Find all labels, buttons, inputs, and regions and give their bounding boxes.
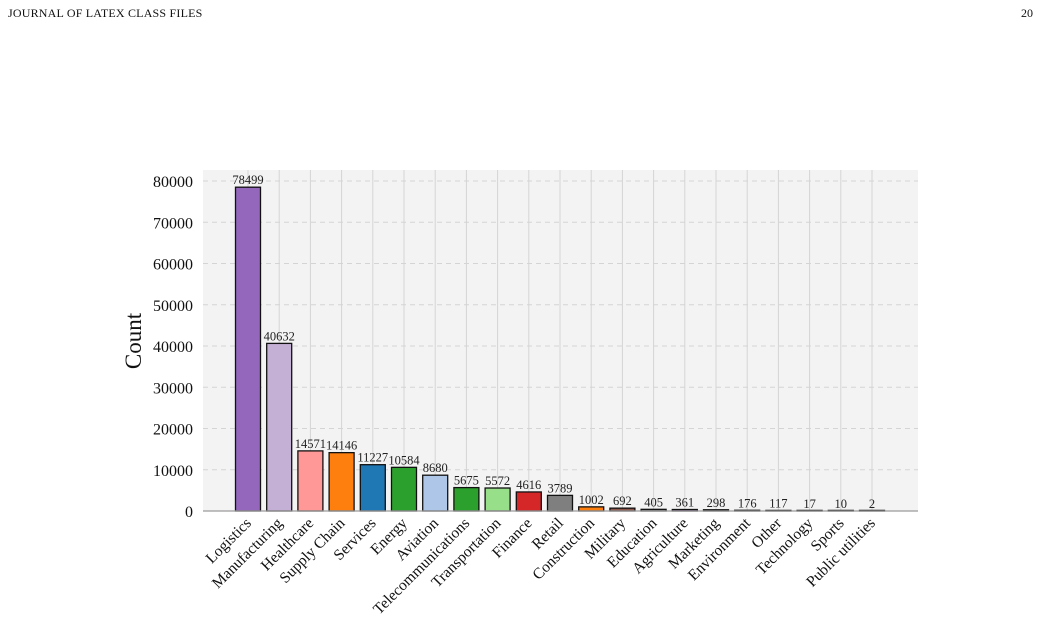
data-label: 14146 bbox=[326, 439, 357, 453]
y-axis-label: Count bbox=[121, 312, 146, 369]
bar-logistics bbox=[234, 186, 262, 512]
journal-header: JOURNAL OF LATEX CLASS FILES bbox=[8, 6, 203, 21]
data-label: 117 bbox=[769, 497, 787, 511]
y-tick-label: 0 bbox=[185, 504, 193, 521]
bar-services bbox=[359, 464, 386, 512]
data-label: 8680 bbox=[423, 461, 448, 475]
y-tick-label: 60000 bbox=[153, 257, 193, 274]
data-label: 10 bbox=[835, 497, 848, 511]
y-tick-label: 10000 bbox=[153, 463, 193, 480]
bar-aviation bbox=[422, 474, 449, 512]
data-label: 10584 bbox=[388, 453, 420, 467]
bars bbox=[234, 186, 886, 512]
data-label: 2 bbox=[869, 497, 875, 511]
bar-manufacturing bbox=[266, 342, 293, 512]
journal-title: JOURNAL OF LATEX CLASS FILES bbox=[8, 6, 203, 20]
y-tick-label: 80000 bbox=[153, 174, 193, 191]
data-label: 40632 bbox=[264, 329, 295, 343]
data-label: 3789 bbox=[548, 481, 573, 495]
data-label: 692 bbox=[613, 494, 632, 508]
bar-energy bbox=[390, 466, 418, 512]
bar-finance bbox=[515, 491, 542, 512]
data-label: 1002 bbox=[579, 493, 604, 507]
data-label: 361 bbox=[675, 496, 694, 510]
y-axis-ticks: 0 10000 20000 30000 40000 50000 60000 70000 8000… bbox=[153, 174, 193, 521]
y-tick-label: 70000 bbox=[153, 215, 193, 232]
data-label: 5675 bbox=[454, 474, 479, 488]
data-label: 4616 bbox=[516, 478, 541, 492]
y-tick-label: 50000 bbox=[153, 298, 193, 315]
y-tick-label: 30000 bbox=[153, 380, 193, 397]
y-tick-label: 40000 bbox=[153, 339, 193, 356]
y-tick-label: 20000 bbox=[153, 422, 193, 439]
bar-retail bbox=[546, 494, 574, 512]
page-number: 20 bbox=[1021, 6, 1033, 20]
bar-transportation bbox=[484, 487, 511, 512]
data-label: 14571 bbox=[295, 437, 326, 451]
data-label: 176 bbox=[738, 496, 757, 510]
data-label: 5572 bbox=[485, 474, 510, 488]
bar-telecommunications bbox=[453, 486, 480, 512]
data-label: 78499 bbox=[232, 173, 263, 187]
bar-healthcare bbox=[297, 450, 324, 512]
bar-construction bbox=[578, 506, 605, 512]
data-label: 17 bbox=[803, 497, 816, 511]
data-label: 298 bbox=[707, 496, 726, 510]
data-label: 11227 bbox=[357, 451, 388, 465]
data-label: 405 bbox=[644, 495, 663, 509]
bar-supply-chain bbox=[328, 451, 355, 512]
